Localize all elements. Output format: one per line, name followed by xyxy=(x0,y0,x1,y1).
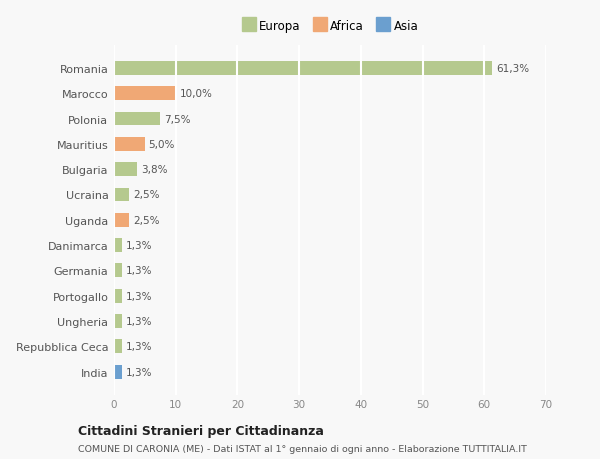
Bar xyxy=(114,365,122,379)
Text: 1,3%: 1,3% xyxy=(126,341,152,352)
Text: 1,3%: 1,3% xyxy=(126,316,152,326)
Bar xyxy=(114,62,493,76)
Bar xyxy=(114,163,137,177)
Bar xyxy=(114,340,122,353)
Bar xyxy=(114,188,130,202)
Bar xyxy=(114,264,122,278)
Text: 3,8%: 3,8% xyxy=(141,165,167,175)
Text: 61,3%: 61,3% xyxy=(496,64,529,74)
Text: 1,3%: 1,3% xyxy=(126,291,152,301)
Text: 2,5%: 2,5% xyxy=(133,190,160,200)
Text: COMUNE DI CARONIA (ME) - Dati ISTAT al 1° gennaio di ogni anno - Elaborazione TU: COMUNE DI CARONIA (ME) - Dati ISTAT al 1… xyxy=(78,444,527,453)
Text: 2,5%: 2,5% xyxy=(133,215,160,225)
Text: 1,3%: 1,3% xyxy=(126,241,152,251)
Text: Cittadini Stranieri per Cittadinanza: Cittadini Stranieri per Cittadinanza xyxy=(78,424,324,437)
Bar xyxy=(114,289,122,303)
Legend: Europa, Africa, Asia: Europa, Africa, Asia xyxy=(238,17,422,37)
Bar xyxy=(114,239,122,252)
Bar xyxy=(114,314,122,328)
Text: 1,3%: 1,3% xyxy=(126,367,152,377)
Bar xyxy=(114,87,176,101)
Text: 7,5%: 7,5% xyxy=(164,114,190,124)
Bar xyxy=(114,138,145,151)
Text: 5,0%: 5,0% xyxy=(149,140,175,150)
Text: 1,3%: 1,3% xyxy=(126,266,152,276)
Bar xyxy=(114,213,130,227)
Bar xyxy=(114,112,160,126)
Text: 10,0%: 10,0% xyxy=(179,89,212,99)
